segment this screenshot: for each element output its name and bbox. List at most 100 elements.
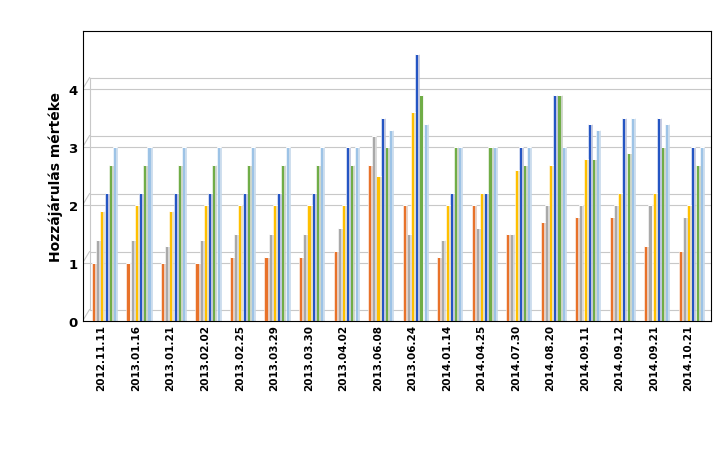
Polygon shape xyxy=(372,136,376,321)
Polygon shape xyxy=(345,206,346,321)
Polygon shape xyxy=(303,235,307,321)
Polygon shape xyxy=(165,246,168,321)
Polygon shape xyxy=(584,159,587,321)
Polygon shape xyxy=(272,235,273,321)
Polygon shape xyxy=(422,96,424,321)
Polygon shape xyxy=(541,223,544,321)
Polygon shape xyxy=(381,119,384,321)
Polygon shape xyxy=(700,148,703,321)
Polygon shape xyxy=(686,217,687,321)
Polygon shape xyxy=(376,177,380,321)
Polygon shape xyxy=(99,241,101,321)
Polygon shape xyxy=(687,206,690,321)
Polygon shape xyxy=(696,165,699,321)
Polygon shape xyxy=(215,165,216,321)
Polygon shape xyxy=(484,194,488,321)
Polygon shape xyxy=(582,206,584,321)
Polygon shape xyxy=(522,148,523,321)
Polygon shape xyxy=(557,96,561,321)
Polygon shape xyxy=(657,119,660,321)
Polygon shape xyxy=(682,252,683,321)
Polygon shape xyxy=(129,263,131,321)
Polygon shape xyxy=(168,246,169,321)
Polygon shape xyxy=(664,148,665,321)
Polygon shape xyxy=(350,165,353,321)
Polygon shape xyxy=(135,206,138,321)
Polygon shape xyxy=(139,194,142,321)
Polygon shape xyxy=(592,159,595,321)
Polygon shape xyxy=(526,165,527,321)
Polygon shape xyxy=(545,206,548,321)
Polygon shape xyxy=(307,206,310,321)
Polygon shape xyxy=(442,241,444,321)
Polygon shape xyxy=(661,148,664,321)
Polygon shape xyxy=(254,148,255,321)
Polygon shape xyxy=(596,130,600,321)
Polygon shape xyxy=(544,223,545,321)
Polygon shape xyxy=(211,194,212,321)
Polygon shape xyxy=(703,148,704,321)
Polygon shape xyxy=(691,148,694,321)
Polygon shape xyxy=(233,257,234,321)
Polygon shape xyxy=(588,125,591,321)
Polygon shape xyxy=(458,148,461,321)
Polygon shape xyxy=(479,229,480,321)
Polygon shape xyxy=(138,206,139,321)
Polygon shape xyxy=(634,119,635,321)
Polygon shape xyxy=(407,235,410,321)
Polygon shape xyxy=(552,165,553,321)
Polygon shape xyxy=(207,206,208,321)
Polygon shape xyxy=(247,165,250,321)
Polygon shape xyxy=(134,241,135,321)
Polygon shape xyxy=(337,229,341,321)
Polygon shape xyxy=(280,194,281,321)
Polygon shape xyxy=(380,177,381,321)
Polygon shape xyxy=(250,165,251,321)
Polygon shape xyxy=(472,206,475,321)
Polygon shape xyxy=(314,194,316,321)
Polygon shape xyxy=(217,148,220,321)
Y-axis label: Hozzájárulás mértéke: Hozzájárulás mértéke xyxy=(48,92,63,262)
Polygon shape xyxy=(445,206,449,321)
Polygon shape xyxy=(444,241,445,321)
Polygon shape xyxy=(346,148,349,321)
Polygon shape xyxy=(251,148,254,321)
Polygon shape xyxy=(101,212,103,321)
Polygon shape xyxy=(161,263,164,321)
Polygon shape xyxy=(237,235,238,321)
Polygon shape xyxy=(230,257,233,321)
Polygon shape xyxy=(419,96,422,321)
Polygon shape xyxy=(144,165,146,321)
Polygon shape xyxy=(426,125,428,321)
Polygon shape xyxy=(116,148,117,321)
Polygon shape xyxy=(241,206,243,321)
Polygon shape xyxy=(316,165,319,321)
Polygon shape xyxy=(656,194,657,321)
Polygon shape xyxy=(488,148,492,321)
Polygon shape xyxy=(269,235,272,321)
Polygon shape xyxy=(614,206,617,321)
Polygon shape xyxy=(653,194,656,321)
Polygon shape xyxy=(694,148,696,321)
Polygon shape xyxy=(195,263,199,321)
Polygon shape xyxy=(627,154,630,321)
Polygon shape xyxy=(625,119,626,321)
Polygon shape xyxy=(424,125,426,321)
Polygon shape xyxy=(518,148,522,321)
Polygon shape xyxy=(679,252,682,321)
Polygon shape xyxy=(591,125,592,321)
Polygon shape xyxy=(92,263,95,321)
Polygon shape xyxy=(623,119,625,321)
Polygon shape xyxy=(666,125,668,321)
Polygon shape xyxy=(476,229,479,321)
Polygon shape xyxy=(277,194,280,321)
Polygon shape xyxy=(515,171,518,321)
Polygon shape xyxy=(178,165,181,321)
Polygon shape xyxy=(630,119,634,321)
Polygon shape xyxy=(323,148,324,321)
Polygon shape xyxy=(414,113,415,321)
Polygon shape xyxy=(199,263,200,321)
Polygon shape xyxy=(126,263,129,321)
Polygon shape xyxy=(579,206,582,321)
Polygon shape xyxy=(105,194,108,321)
